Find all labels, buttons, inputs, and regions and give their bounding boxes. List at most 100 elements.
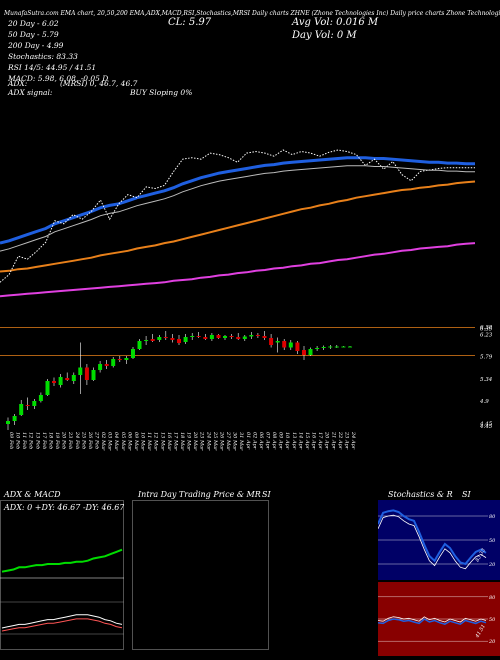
ema200-line [0,242,476,298]
date-label: 11 Feb [21,432,27,449]
date-label: 10 Apr [284,432,290,450]
adx-panel-frame [0,500,124,650]
intraday-panel-title: Intra Day Trading Price & MR [138,490,261,499]
stoch-axis-label: 20 [488,562,496,568]
date-label: 19 Mar [186,432,192,451]
candle-body [216,335,221,338]
adx-panel-title: ADX & MACD [4,490,61,499]
stoch-panel-title: Stochastics & R [388,490,453,499]
candle-body [315,348,320,349]
date-label: 13 Mar [159,432,165,451]
candle-body [236,337,241,339]
candle-body [45,381,50,395]
date-label: 02 Mar [100,432,106,451]
ema20-line [0,156,475,245]
date-label: 16 Mar [166,432,172,451]
date-label: 12 Mar [153,432,159,451]
date-label: 26 Mar [219,431,225,451]
day-volume: Day Vol: 0 M [292,30,357,41]
stoch-axis-label: 80 [489,514,496,520]
mrsi-signal-line [378,616,487,623]
date-label: 04 Mar [113,432,119,451]
date-label: 12 Feb [28,432,34,449]
date-label: 01 Apr [245,432,251,450]
price-trace-line [0,149,475,283]
candle-body [249,335,254,337]
stochastics-label: Stochastics: 83.33 [8,52,78,61]
mrsi-line [378,618,487,626]
mrsi-axis-label: 20 [488,639,496,645]
mrsi-label: (MRSI) 0, 46.7, 46.7 [60,79,138,88]
price-axis-label: 4.9 [479,399,489,405]
candle-body [12,416,17,421]
candle-body [124,358,129,360]
date-label: 06 Apr [258,432,264,450]
candle-body [177,339,181,343]
mrsi-axis-label: 50 [489,617,496,623]
candle-body [157,337,162,340]
date-label: 03 Mar [107,432,113,451]
candle-body [183,337,188,342]
price-axis-label: 5.79 [480,355,493,361]
date-label: 20 Mar [192,431,198,451]
candle-body [71,375,76,381]
date-label: 24 Feb [74,431,80,449]
candle-body [269,338,274,345]
macd-line [1,614,123,629]
mrsi-axis-label: 80 [489,595,496,601]
stoch-d-line [378,514,487,570]
date-label: 14 Apr [297,432,303,450]
rsi-label: RSI 14/5: 44.95 / 41.51 [8,63,97,72]
ema200-label: 200 Day - 4.99 [8,41,64,50]
date-label: 05 Mar [120,432,126,451]
date-label: 24 Mar [205,431,211,451]
intraday-panel-si: SI [262,490,271,499]
price-axis-label: 6.23 [480,333,493,339]
date-label: 15 Apr [304,432,310,450]
price-axis-label: 6.38 [480,325,493,331]
price-axis-label: 6.35 [480,327,493,333]
date-label: 26 Feb [87,431,93,449]
date-label: 18 Feb [48,432,54,449]
candle-body [308,349,313,355]
candle-body [163,337,168,338]
candle-body [137,341,142,349]
adx-line [1,548,123,573]
header-top-line: MunafaSutra.com EMA chart, 20,50,200 EMA… [4,10,500,17]
candle-body [144,340,149,341]
date-label: 10 Mar [140,432,146,451]
adx-lines [0,548,124,579]
candle-body [38,395,43,401]
date-label: 30 Mar [232,432,238,451]
candle-body [52,381,56,383]
date-label: 24 Apr [350,431,356,450]
candle-body [209,335,214,339]
candle-body [275,341,280,343]
date-label: 23 Apr [343,431,349,450]
candle-body [170,338,175,340]
date-label: 25 Feb [80,431,86,449]
candle-body [6,421,10,424]
candle-body [223,336,227,338]
date-label: 22 Apr [337,431,343,450]
date-label: 18 Mar [179,432,185,451]
ema-lines [0,149,476,298]
price-axis-label: 4.45 [479,424,493,430]
macd-label: MACD: 5.98, 6.08, -0.05 D [8,74,109,83]
date-label: 17 Feb [41,432,47,449]
date-label: 27 Feb [94,431,100,449]
date-label: 02 Apr [251,432,257,450]
candle-body [65,378,70,380]
date-label: 23 Feb [67,431,73,449]
date-label: 20 Feb [61,431,67,449]
price-axis-label: 4.45 [479,422,493,428]
stochastics-panel: 80 50 20 83.33 [378,500,500,580]
candle-body [334,346,339,348]
date-label: 19 Feb [54,432,60,449]
candle-body [302,350,306,355]
candle-body [25,405,30,406]
candle-body [348,346,352,348]
candle-body [203,337,208,339]
candle-body [295,342,300,351]
date-label: 21 Apr [330,431,336,450]
